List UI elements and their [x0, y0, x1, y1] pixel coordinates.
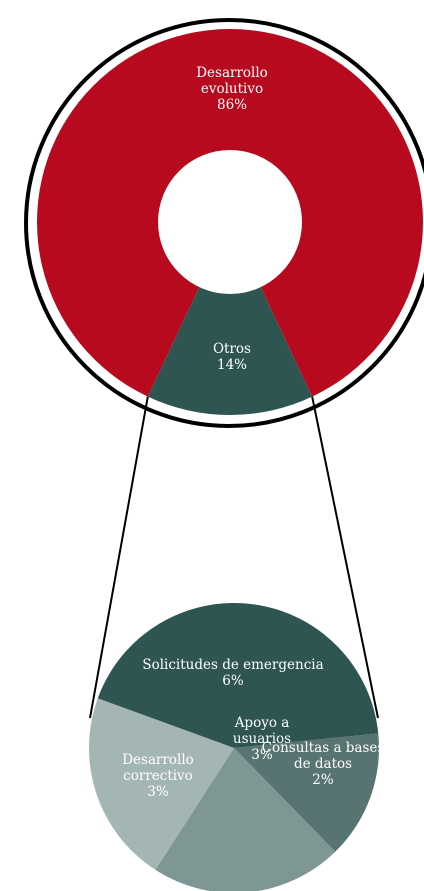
pie-slice-solicitudes-de-emergencia — [97, 602, 379, 748]
pie-label-apoyo-a-usuarios: Apoyo a usuarios 3% — [233, 715, 291, 763]
breakdown-pie-chart — [88, 602, 380, 891]
pie-label-desarrollo-correctivo: Desarrollo correctivo 3% — [122, 752, 194, 800]
donut-outer-ring — [24, 18, 424, 428]
donut-label-otros: Otros 14% — [213, 341, 251, 373]
connector-line-right — [311, 396, 379, 719]
donut-slice-otros — [147, 222, 313, 416]
donut-label-desarrollo-evolutivo: Desarrollo evolutivo 86% — [196, 65, 268, 113]
pie-slice-consultas-a-bases-de-datos — [234, 733, 380, 852]
breakdown-pie-labels: Solicitudes de emergencia 6% Consultas a b… — [122, 657, 384, 800]
pie-label-consultas-a-bases-de-datos: Consultas a bases de datos 2% — [262, 740, 385, 788]
pie-label-solicitudes-de-emergencia: Solicitudes de emergencia 6% — [142, 657, 323, 689]
connector-line-left — [89, 396, 149, 719]
donut-labels: Desarrollo evolutivo 86% Otros 14% — [196, 65, 268, 373]
donut-hole — [158, 150, 302, 294]
pie-slice-desarrollo-correctivo — [88, 698, 235, 870]
pie-slice-apoyo-a-usuarios — [155, 748, 336, 891]
zoom-connector-lines — [89, 396, 379, 719]
